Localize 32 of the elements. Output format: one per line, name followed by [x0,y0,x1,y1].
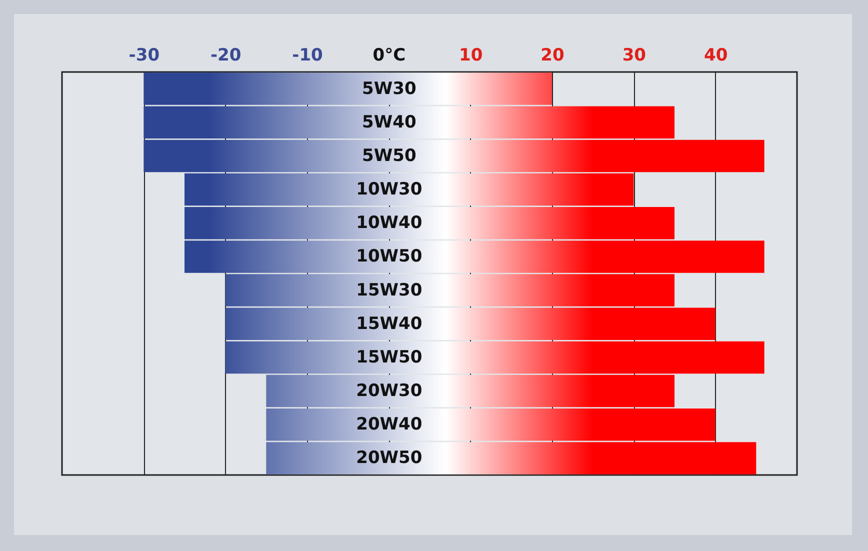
x-tick-label: 0°C [372,46,406,66]
y-tick-label: 15W50 [356,347,422,368]
bar [266,442,756,474]
bar [266,408,716,441]
y-tick-label: 5W30 [362,78,416,99]
bar [225,308,716,340]
x-tick-label: -10 [292,46,324,66]
y-tick-label: 5W40 [362,112,416,132]
x-tick-label: 40 [704,46,728,66]
y-tick-label: 10W50 [356,246,422,267]
x-tick-label: 10 [458,46,483,66]
bar [144,106,674,138]
y-tick-label: 15W40 [356,314,422,334]
y-tick-label: 10W30 [356,180,422,200]
x-tick-label: 20 [540,46,564,66]
y-tick-label: 20W30 [356,381,422,402]
x-tick-label: 30 [622,46,646,66]
y-tick-label: 5W50 [362,146,416,166]
y-tick-label: 20W50 [356,448,422,468]
y-tick-label: 20W40 [356,414,422,435]
bar [184,173,634,206]
bar [144,140,764,172]
bar [144,72,552,105]
bar [225,274,674,306]
bar [266,374,674,408]
y-tick-label: 10W40 [356,213,422,234]
x-tick-label: -20 [210,46,242,66]
x-tick-label: -30 [128,46,160,66]
bar [225,341,764,374]
bar [184,240,764,273]
bar [184,207,674,240]
y-tick-label: 15W30 [356,280,422,300]
